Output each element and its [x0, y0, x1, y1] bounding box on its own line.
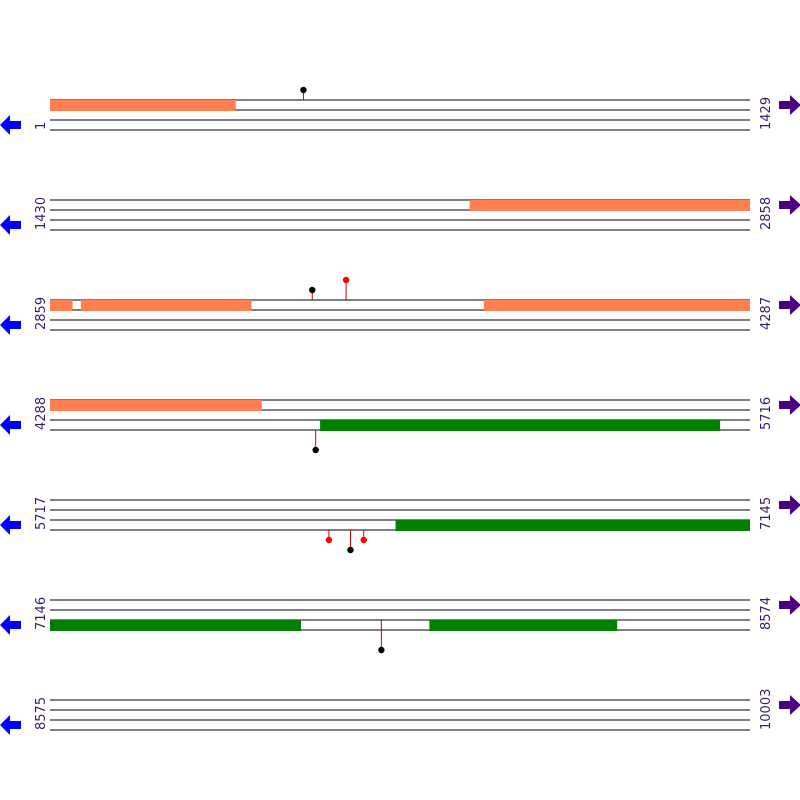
right-arrow-icon[interactable] — [779, 495, 800, 515]
left-arrow-icon[interactable] — [0, 215, 21, 235]
row-start-label: 7146 — [34, 597, 49, 630]
left-arrow-icon[interactable] — [0, 115, 21, 135]
left-arrow-icon[interactable] — [0, 415, 21, 435]
marker-dot — [378, 646, 385, 654]
left-arrow-icon[interactable] — [0, 715, 21, 735]
feature-bar-green — [395, 520, 750, 531]
right-arrow-icon[interactable] — [779, 395, 800, 415]
feature-bar-green — [429, 620, 618, 631]
row-end-label: 4287 — [759, 297, 774, 330]
marker-dot — [309, 286, 316, 294]
row-start-label: 2859 — [34, 297, 49, 330]
row-end-label: 5716 — [759, 397, 774, 430]
row-end-label: 10003 — [759, 689, 774, 730]
left-arrow-icon[interactable] — [0, 315, 21, 335]
marker-dot — [312, 446, 319, 454]
row-end-label: 2858 — [759, 197, 774, 230]
feature-bar-orange — [483, 300, 750, 311]
sequence-row: 2859 4287 — [0, 276, 800, 335]
marker-dot — [347, 546, 354, 554]
feature-bar-orange — [469, 200, 750, 211]
sequence-row: 5717 7145 — [0, 495, 800, 554]
feature-bar-orange — [50, 100, 236, 111]
sequence-row: 7146 8574 — [0, 595, 800, 654]
row-start-label: 4288 — [34, 397, 49, 430]
right-arrow-icon[interactable] — [779, 295, 800, 315]
sequence-row: 1430 2858 — [0, 195, 800, 235]
left-arrow-icon[interactable] — [0, 515, 21, 535]
feature-bar-orange — [50, 300, 73, 311]
right-arrow-icon[interactable] — [779, 595, 800, 615]
feature-bar-green — [50, 620, 301, 631]
right-arrow-icon[interactable] — [779, 95, 800, 115]
sequence-row: 1 1429 — [0, 86, 800, 135]
row-start-label: 8575 — [34, 697, 49, 730]
sequence-row: 4288 5716 — [0, 395, 800, 454]
right-arrow-icon[interactable] — [779, 695, 800, 715]
row-end-label: 1429 — [759, 97, 774, 130]
feature-bar-orange — [80, 300, 252, 311]
row-start-label: 5717 — [34, 497, 49, 530]
marker-dot — [360, 536, 367, 544]
row-end-label: 7145 — [759, 497, 774, 530]
marker-dot — [325, 536, 333, 544]
marker-dot — [300, 86, 307, 94]
row-start-label: 1430 — [34, 197, 49, 230]
marker-dot — [342, 276, 350, 284]
sequence-row: 8575 10003 — [0, 689, 800, 735]
feature-bar-green — [320, 420, 721, 431]
feature-bar-orange — [50, 400, 262, 411]
right-arrow-icon[interactable] — [779, 195, 800, 215]
row-end-label: 8574 — [759, 597, 774, 630]
row-start-label: 1 — [34, 122, 49, 130]
left-arrow-icon[interactable] — [0, 615, 21, 635]
